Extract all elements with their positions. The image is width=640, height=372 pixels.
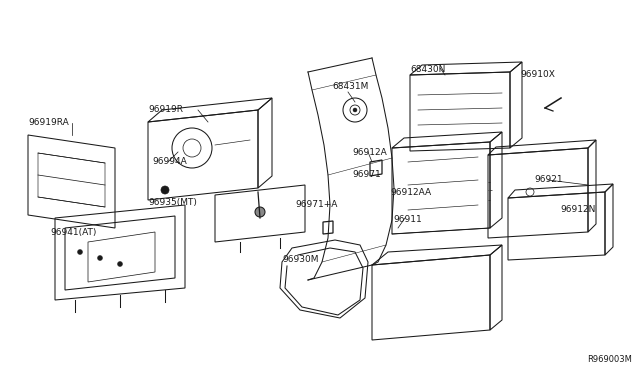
Circle shape — [255, 207, 265, 217]
Text: 96935(MT): 96935(MT) — [148, 198, 197, 207]
Circle shape — [97, 256, 102, 260]
Text: 96912AA: 96912AA — [390, 188, 431, 197]
Text: 96994A: 96994A — [152, 157, 187, 166]
Circle shape — [353, 108, 357, 112]
Circle shape — [161, 186, 169, 194]
Circle shape — [118, 262, 122, 266]
Text: 96919R: 96919R — [148, 105, 183, 114]
Text: 96971: 96971 — [352, 170, 381, 179]
Text: 96971+A: 96971+A — [295, 200, 337, 209]
Text: 96912A: 96912A — [352, 148, 387, 157]
Text: 96919RA: 96919RA — [28, 118, 68, 127]
Text: 96912N: 96912N — [560, 205, 595, 214]
Text: 96941(AT): 96941(AT) — [50, 228, 97, 237]
Circle shape — [77, 250, 83, 254]
Text: 68430N: 68430N — [410, 65, 445, 74]
Text: 96930M: 96930M — [282, 255, 319, 264]
Text: 68431M: 68431M — [332, 82, 369, 91]
Text: 96910X: 96910X — [520, 70, 555, 79]
Text: 96911: 96911 — [393, 215, 422, 224]
Text: 96921: 96921 — [534, 175, 563, 184]
Text: R969003M: R969003M — [587, 355, 632, 364]
